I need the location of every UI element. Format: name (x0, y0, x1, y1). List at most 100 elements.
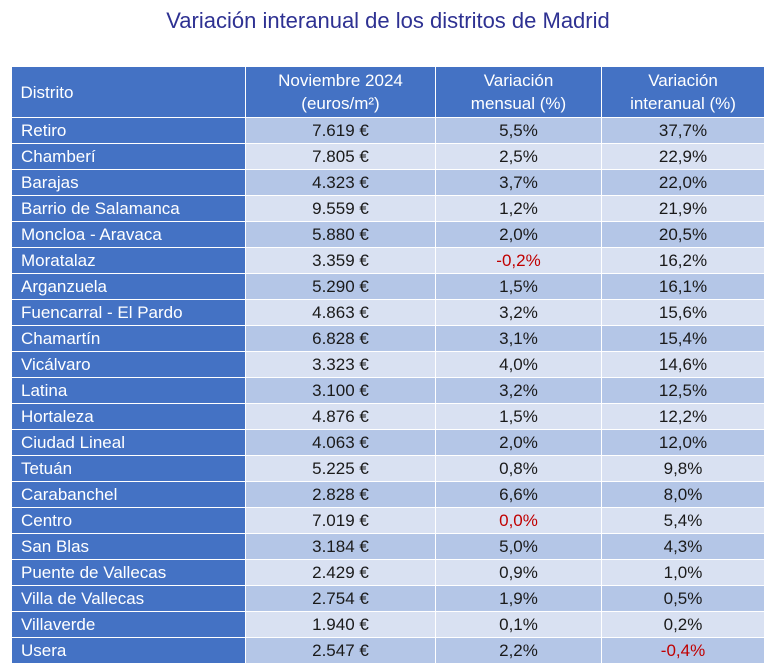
header-yearly-line2: interanual (%) (630, 94, 736, 113)
cell-monthly: 0,9% (435, 559, 602, 586)
cell-monthly: 5,0% (435, 533, 602, 560)
table-row: Hortaleza 4.876 €1,5% 12,2% (11, 403, 765, 430)
cell-district: Carabanchel (11, 481, 246, 508)
header-monthly-line1: Variación (483, 71, 554, 90)
cell-district: Fuencarral - El Pardo (11, 299, 246, 326)
table-row: Tetuán 5.225 €0,8% 9,8% (11, 455, 765, 482)
cell-yearly: 5,4% (601, 507, 765, 534)
cell-price: 7.019 € (245, 507, 436, 534)
cell-yearly: 0,2% (601, 611, 765, 638)
cell-district: Villaverde (11, 611, 246, 638)
header-price: Noviembre 2024 (euros/m²) (245, 67, 436, 118)
cell-district: Arganzuela (11, 273, 246, 300)
cell-yearly: 14,6% (601, 351, 765, 378)
table-row: Carabanchel 2.828 €6,6% 8,0% (11, 481, 765, 508)
cell-district: Centro (11, 507, 246, 534)
cell-price: 3.184 € (245, 533, 436, 560)
cell-monthly: 6,6% (435, 481, 602, 508)
cell-yearly: 9,8% (601, 455, 765, 482)
cell-price: 1.940 € (245, 611, 436, 638)
cell-yearly: 12,2% (601, 403, 765, 430)
table-row: Villa de Vallecas 2.754 €1,9% 0,5% (11, 585, 765, 612)
cell-monthly: 3,1% (435, 325, 602, 352)
cell-price: 3.359 € (245, 247, 436, 274)
cell-monthly: 4,0% (435, 351, 602, 378)
table-row: Usera 2.547 €2,2% -0,4% (11, 637, 765, 664)
cell-monthly: 2,5% (435, 143, 602, 170)
cell-price: 4.063 € (245, 429, 436, 456)
cell-monthly: 1,5% (435, 273, 602, 300)
cell-monthly: 2,2% (435, 637, 602, 664)
table-row: Barajas 4.323 €3,7% 22,0% (11, 169, 765, 196)
table-row: Moncloa - Aravaca 5.880 €2,0% 20,5% (11, 221, 765, 248)
table-row: Chamartín 6.828 €3,1% 15,4% (11, 325, 765, 352)
cell-price: 2.547 € (245, 637, 436, 664)
cell-monthly: 3,2% (435, 299, 602, 326)
table-header-row: Distrito Noviembre 2024 (euros/m²) Varia… (11, 67, 765, 118)
cell-monthly: 2,0% (435, 429, 602, 456)
cell-monthly: 0,1% (435, 611, 602, 638)
cell-district: Moratalaz (11, 247, 246, 274)
cell-yearly: 12,0% (601, 429, 765, 456)
cell-monthly: 0,8% (435, 455, 602, 482)
cell-price: 9.559 € (245, 195, 436, 222)
cell-price: 4.323 € (245, 169, 436, 196)
cell-district: Hortaleza (11, 403, 246, 430)
cell-monthly: 1,2% (435, 195, 602, 222)
cell-district: Villa de Vallecas (11, 585, 246, 612)
table-row: Retiro 7.619 €5,5% 37,7% (11, 117, 765, 144)
cell-price: 5.290 € (245, 273, 436, 300)
cell-yearly: 20,5% (601, 221, 765, 248)
table-row: Vicálvaro 3.323 €4,0% 14,6% (11, 351, 765, 378)
cell-yearly: 4,3% (601, 533, 765, 560)
cell-price: 5.225 € (245, 455, 436, 482)
cell-yearly: 12,5% (601, 377, 765, 404)
cell-monthly: 3,7% (435, 169, 602, 196)
cell-district: Barrio de Salamanca (11, 195, 246, 222)
cell-yearly: 22,9% (601, 143, 765, 170)
table-body: Retiro 7.619 €5,5% 37,7% Chamberí 7.805 €2,5… (11, 117, 765, 664)
cell-district: Moncloa - Aravaca (11, 221, 246, 248)
cell-yearly: 1,0% (601, 559, 765, 586)
cell-district: Chamberí (11, 143, 246, 170)
cell-monthly: -0,2% (435, 247, 602, 274)
cell-yearly: 37,7% (601, 117, 765, 144)
cell-price: 7.619 € (245, 117, 436, 144)
cell-yearly: 22,0% (601, 169, 765, 196)
cell-yearly: 15,6% (601, 299, 765, 326)
cell-price: 3.323 € (245, 351, 436, 378)
cell-yearly: 0,5% (601, 585, 765, 612)
header-yearly: Variación interanual (%) (601, 67, 765, 118)
cell-district: Puente de Vallecas (11, 559, 246, 586)
cell-district: Vicálvaro (11, 351, 246, 378)
cell-monthly: 1,9% (435, 585, 602, 612)
table-row: Puente de Vallecas 2.429 €0,9% 1,0% (11, 559, 765, 586)
table-row: Fuencarral - El Pardo 4.863 €3,2% 15,6% (11, 299, 765, 326)
cell-price: 4.863 € (245, 299, 436, 326)
cell-price: 7.805 € (245, 143, 436, 170)
cell-district: Tetuán (11, 455, 246, 482)
cell-monthly: 2,0% (435, 221, 602, 248)
cell-yearly: 8,0% (601, 481, 765, 508)
cell-district: Retiro (11, 117, 246, 144)
cell-price: 2.429 € (245, 559, 436, 586)
header-monthly: Variación mensual (%) (435, 67, 602, 118)
table-row: Centro 7.019 €0,0% 5,4% (11, 507, 765, 534)
header-price-line2: (euros/m²) (301, 94, 380, 113)
cell-price: 2.754 € (245, 585, 436, 612)
cell-monthly: 5,5% (435, 117, 602, 144)
cell-monthly: 1,5% (435, 403, 602, 430)
cell-yearly: 15,4% (601, 325, 765, 352)
cell-price: 2.828 € (245, 481, 436, 508)
cell-price: 4.876 € (245, 403, 436, 430)
cell-yearly: 16,2% (601, 247, 765, 274)
cell-district: Ciudad Lineal (11, 429, 246, 456)
cell-district: Latina (11, 377, 246, 404)
table-row: Villaverde 1.940 €0,1% 0,2% (11, 611, 765, 638)
cell-yearly: -0,4% (601, 637, 765, 664)
cell-yearly: 16,1% (601, 273, 765, 300)
cell-district: Chamartín (11, 325, 246, 352)
cell-district: Barajas (11, 169, 246, 196)
districts-table: Distrito Noviembre 2024 (euros/m²) Varia… (11, 67, 765, 664)
table-row: San Blas 3.184 €5,0% 4,3% (11, 533, 765, 560)
